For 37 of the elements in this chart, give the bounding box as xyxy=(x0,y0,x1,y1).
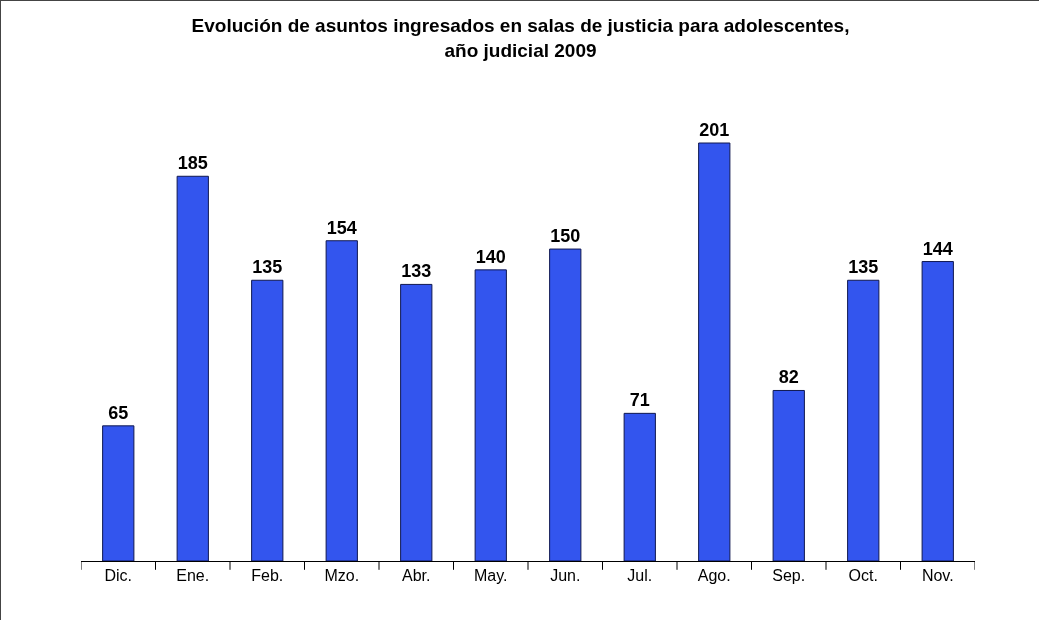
bar xyxy=(474,269,507,561)
x-tick-label: Dic. xyxy=(104,567,133,585)
bar xyxy=(400,283,433,561)
bar xyxy=(176,175,209,561)
bar xyxy=(772,389,805,561)
data-label: 65 xyxy=(108,402,129,423)
bar xyxy=(698,142,731,561)
data-label: 154 xyxy=(326,217,357,238)
chart-title: Evolución de asuntos ingresados en salas de justicia para adolescentes, año judicial 2009 xyxy=(191,15,850,61)
data-label: 82 xyxy=(778,367,799,388)
x-tick-label: Abr. xyxy=(402,567,431,585)
bar xyxy=(251,279,284,561)
x-tick-label: Oct. xyxy=(848,567,878,585)
bar xyxy=(921,261,954,561)
x-tick-label: Jul. xyxy=(627,567,653,585)
data-label: 185 xyxy=(177,153,208,174)
data-label: 140 xyxy=(475,246,506,267)
x-tick-label: Ago. xyxy=(697,567,731,585)
x-tick-label: May. xyxy=(474,567,508,585)
x-tick-label: Feb. xyxy=(251,567,284,585)
bar xyxy=(847,279,880,561)
bar xyxy=(623,412,656,561)
data-label: 133 xyxy=(401,261,432,282)
data-label: 201 xyxy=(699,120,730,140)
x-tick-label: Ene. xyxy=(176,567,210,585)
data-label: 144 xyxy=(922,238,953,259)
data-label: 135 xyxy=(252,257,283,278)
bar xyxy=(325,240,358,561)
data-label: 150 xyxy=(550,226,581,247)
data-label: 71 xyxy=(629,390,650,411)
x-tick-label: Sep. xyxy=(772,567,806,585)
x-tick-label: Mzo. xyxy=(324,567,360,585)
x-tick-label: Jun. xyxy=(550,567,581,585)
bar xyxy=(102,425,135,561)
bar xyxy=(549,248,582,561)
x-tick-label: Nov. xyxy=(921,567,954,585)
data-label: 135 xyxy=(848,257,879,278)
